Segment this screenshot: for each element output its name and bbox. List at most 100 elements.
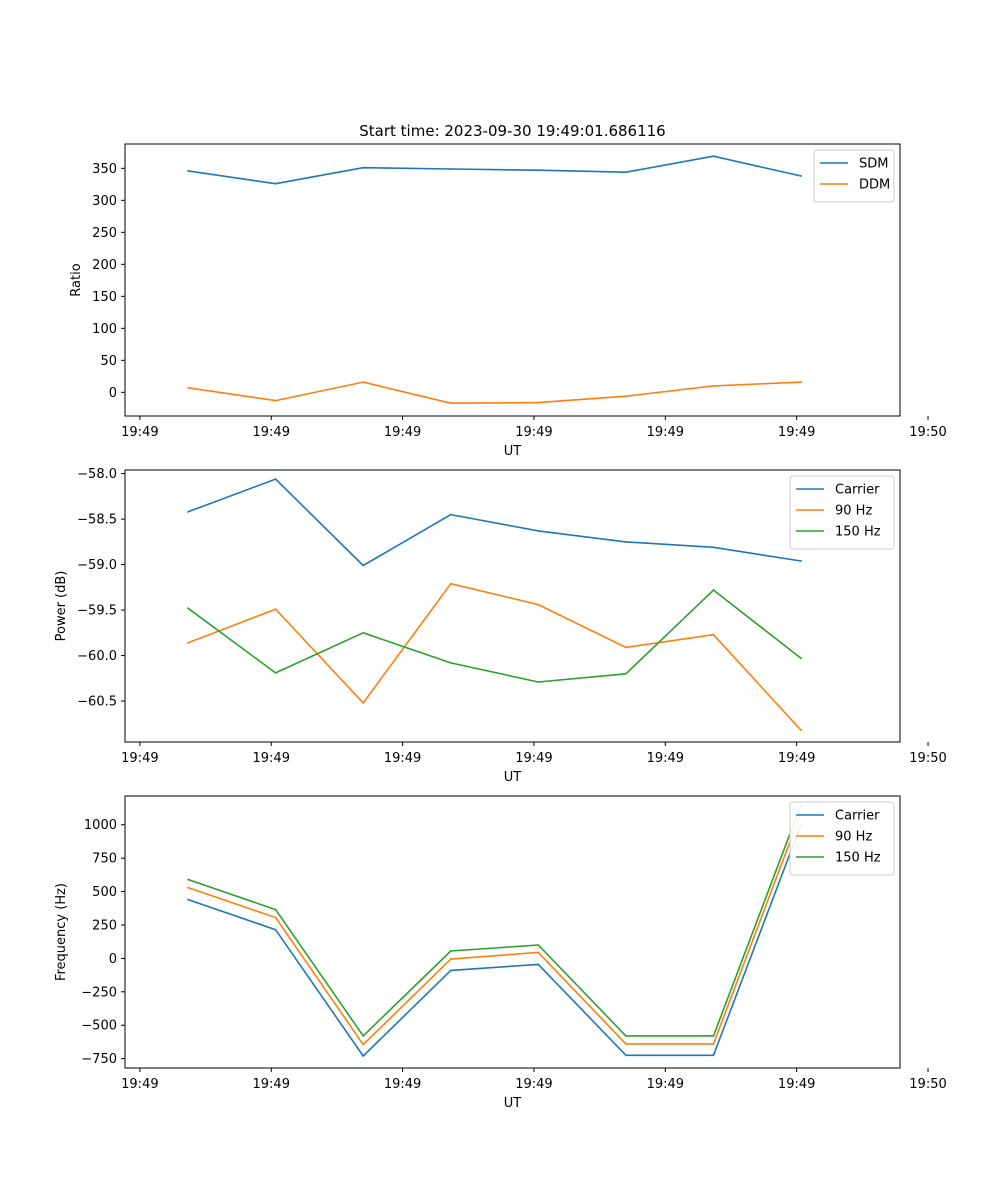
- x-tick-label: 19:49: [778, 1077, 815, 1092]
- legend-label: 90 Hz: [835, 504, 872, 519]
- data-point: [712, 589, 715, 591]
- y-tick-label: 100: [92, 322, 117, 337]
- y-tick-label: 150: [92, 290, 117, 305]
- x-tick-label: 19:49: [515, 1077, 552, 1092]
- y-tick-label: 750: [92, 852, 117, 867]
- data-point: [274, 608, 277, 611]
- x-axis-label: UT: [504, 770, 522, 785]
- data-point: [187, 641, 189, 644]
- figure-title: Start time: 2023-09-30 19:49:01.686116: [359, 122, 665, 140]
- legend-label: Carrier: [835, 809, 880, 824]
- data-point: [712, 155, 715, 158]
- data-point: [537, 401, 540, 404]
- legend-label: DDM: [859, 178, 890, 193]
- legend-label: 150 Hz: [835, 851, 881, 866]
- data-point: [274, 182, 277, 185]
- data-point: [537, 963, 540, 966]
- data-point: [449, 513, 452, 516]
- data-point: [712, 1035, 715, 1037]
- y-tick-label: −60.0: [77, 649, 117, 664]
- data-point: [800, 657, 802, 660]
- y-tick-label: −58.0: [77, 467, 117, 482]
- data-point: [712, 1054, 715, 1057]
- data-point: [187, 386, 189, 389]
- y-tick-label: −59.5: [77, 604, 117, 619]
- legend-label: SDM: [859, 157, 888, 172]
- data-point: [187, 886, 189, 889]
- data-point: [274, 908, 277, 911]
- y-tick-label: −60.5: [77, 695, 117, 710]
- data-point: [537, 681, 540, 683]
- y-tick-label: 500: [92, 885, 117, 900]
- series-line-carrier: [187, 824, 802, 1057]
- chart-panel-3: 19:49 19:49 19:49 19:49 19:49 19:49 19:50 −750 −…: [54, 795, 947, 1111]
- x-tick-label: 19:49: [515, 425, 552, 440]
- data-point: [274, 928, 277, 931]
- x-tick-label: 19:49: [384, 751, 421, 766]
- y-tick-label: −58.5: [77, 513, 117, 528]
- x-tick-label: 19:49: [515, 751, 552, 766]
- chart-panel-2: 19:49 19:49 19:49 19:49 19:49 19:49 19:50 −60.5…: [54, 467, 947, 785]
- data-point: [625, 540, 627, 543]
- x-tick-label: 19:49: [778, 425, 815, 440]
- x-axis-label: UT: [504, 444, 522, 459]
- data-point: [449, 402, 452, 405]
- legend-label: Carrier: [835, 483, 880, 498]
- legend: SDM DDM: [813, 149, 895, 203]
- y-tick-label: −500: [81, 1019, 117, 1034]
- y-tick-label: 200: [92, 258, 117, 273]
- x-tick-label: 19:49: [253, 1077, 290, 1092]
- legend-label: 150 Hz: [835, 525, 881, 540]
- data-point: [712, 546, 715, 549]
- y-tick-label: 250: [92, 918, 117, 933]
- data-point: [449, 582, 452, 585]
- axes-frame: [124, 469, 901, 743]
- x-tick-label: 19:49: [384, 1077, 421, 1092]
- y-tick-label: 250: [92, 226, 117, 241]
- data-point: [274, 671, 277, 674]
- data-point: [625, 171, 627, 174]
- data-point: [362, 631, 365, 634]
- data-point: [274, 478, 277, 480]
- data-point: [625, 1043, 627, 1045]
- y-axis-label: Power (dB): [54, 571, 69, 642]
- data-point: [800, 175, 802, 177]
- y-axis-label: Ratio: [69, 263, 84, 296]
- data-point: [449, 969, 452, 972]
- data-point: [187, 898, 189, 901]
- data-point: [362, 1043, 365, 1046]
- data-point: [187, 169, 189, 172]
- series-line-carrier: [187, 478, 802, 567]
- x-tick-label: 19:49: [253, 425, 290, 440]
- x-tick-label: 19:49: [647, 751, 684, 766]
- data-point: [800, 729, 802, 732]
- data-point: [625, 1035, 627, 1037]
- data-point: [537, 169, 540, 172]
- series-line-sdm: [187, 155, 802, 185]
- data-point: [449, 168, 452, 170]
- data-point: [449, 958, 452, 960]
- data-point: [274, 399, 277, 402]
- x-tick-label: 19:49: [647, 1077, 684, 1092]
- data-point: [187, 878, 189, 881]
- x-tick-label: 19:50: [909, 425, 946, 440]
- data-point: [712, 385, 715, 387]
- y-tick-label: 1000: [84, 818, 117, 833]
- data-point: [362, 166, 365, 169]
- x-tick-label: 19:49: [647, 425, 684, 440]
- data-point: [712, 633, 715, 636]
- data-point: [625, 672, 627, 675]
- series-line-90-hz: [187, 812, 802, 1046]
- x-tick-label: 19:49: [121, 1077, 158, 1092]
- data-point: [537, 951, 540, 954]
- data-point: [625, 395, 627, 398]
- data-point: [362, 381, 365, 383]
- data-point: [625, 646, 627, 649]
- x-tick-label: 19:49: [778, 751, 815, 766]
- y-tick-label: −250: [81, 985, 117, 1000]
- x-tick-label: 19:49: [121, 751, 158, 766]
- data-point: [800, 381, 802, 383]
- series-line-150-hz: [187, 589, 802, 683]
- series-line-ddm: [187, 381, 802, 405]
- data-point: [537, 530, 540, 532]
